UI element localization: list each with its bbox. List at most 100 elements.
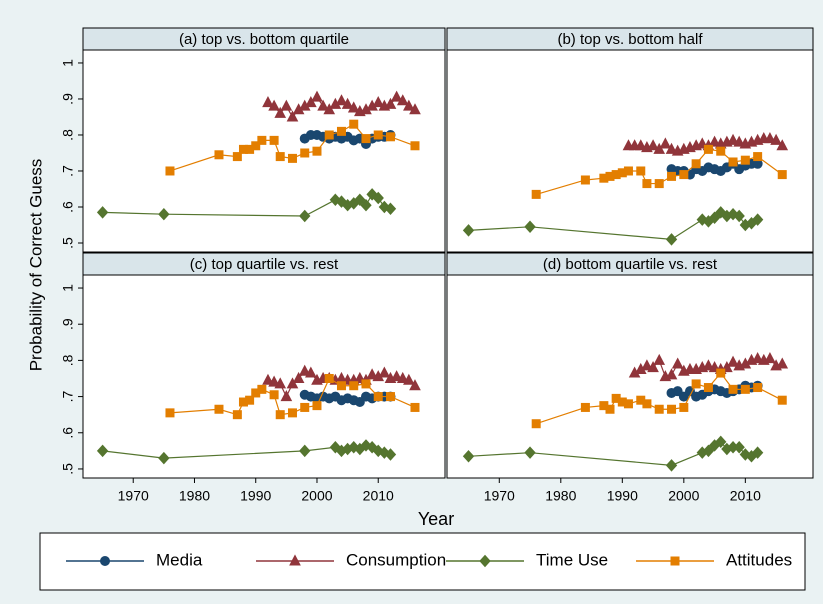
marker: [366, 368, 378, 380]
marker: [396, 94, 409, 106]
marker: [703, 144, 713, 154]
marker: [751, 352, 764, 364]
marker: [96, 206, 109, 219]
marker: [378, 366, 391, 378]
marker: [305, 366, 317, 378]
marker: [385, 132, 395, 142]
marker: [158, 207, 170, 221]
marker: [691, 379, 701, 389]
marker: [349, 381, 359, 391]
marker: [360, 198, 372, 212]
marker: [366, 188, 378, 201]
marker: [373, 130, 383, 140]
marker: [531, 419, 541, 429]
marker: [299, 209, 311, 223]
marker: [665, 233, 678, 246]
marker: [740, 155, 750, 165]
marker: [716, 146, 726, 156]
y-axis-title: Probability of Correct Guess: [26, 159, 45, 372]
marker: [776, 139, 789, 151]
marker: [251, 141, 261, 151]
marker: [776, 357, 789, 369]
y-tick-label: .5: [60, 463, 76, 475]
y-tick-label: .7: [60, 165, 76, 177]
marker: [409, 379, 421, 391]
marker: [641, 359, 653, 371]
marker: [158, 451, 170, 465]
marker: [269, 135, 279, 145]
y-tick-label: .9: [60, 318, 76, 330]
marker: [647, 361, 659, 373]
marker: [275, 152, 285, 162]
marker: [679, 402, 689, 412]
marker: [531, 189, 541, 199]
marker: [300, 148, 310, 158]
marker: [312, 401, 322, 411]
marker: [728, 384, 738, 394]
marker: [289, 554, 301, 566]
marker: [727, 133, 739, 145]
x-tick-label: 2010: [363, 488, 394, 504]
panel-title: (c) top quartile vs. rest: [190, 256, 339, 273]
panel-title: (d) bottom quartile vs. rest: [543, 256, 718, 273]
marker: [396, 371, 409, 383]
marker: [385, 392, 395, 402]
marker: [654, 179, 664, 189]
marker: [647, 139, 659, 151]
marker: [636, 166, 646, 176]
x-tick-label: 1980: [545, 488, 576, 504]
marker: [165, 408, 175, 418]
marker: [335, 195, 348, 208]
marker: [409, 103, 421, 115]
legend-label: Time Use: [536, 550, 608, 569]
marker: [287, 153, 297, 163]
marker: [462, 224, 475, 237]
legend-label: Attitudes: [726, 550, 792, 569]
marker: [670, 556, 680, 566]
marker: [733, 135, 746, 147]
marker: [268, 375, 280, 387]
x-tick-label: 1970: [118, 488, 149, 504]
marker: [777, 170, 787, 180]
marker: [654, 404, 664, 414]
marker: [665, 142, 678, 154]
marker: [96, 444, 109, 458]
marker: [634, 139, 647, 151]
marker: [653, 142, 666, 154]
marker: [354, 193, 366, 207]
marker: [372, 95, 385, 108]
marker: [665, 459, 678, 472]
y-tick-label: .5: [60, 237, 76, 249]
marker: [667, 171, 677, 181]
marker: [671, 357, 684, 369]
y-tick-label: 1: [60, 284, 76, 292]
marker: [410, 402, 420, 412]
marker: [728, 157, 738, 167]
marker: [727, 207, 739, 221]
marker: [360, 439, 372, 452]
marker: [524, 446, 536, 459]
marker: [623, 399, 633, 409]
marker: [770, 133, 782, 145]
marker: [286, 110, 299, 122]
marker: [702, 444, 715, 458]
marker: [751, 446, 764, 459]
marker: [373, 392, 383, 402]
marker: [361, 379, 371, 389]
marker: [716, 368, 726, 378]
marker: [653, 353, 666, 365]
x-tick-label: 1980: [179, 488, 210, 504]
marker: [659, 137, 672, 149]
marker: [764, 132, 776, 144]
marker: [324, 373, 334, 383]
marker: [384, 97, 397, 109]
marker: [691, 159, 701, 169]
marker: [257, 384, 267, 394]
marker: [751, 213, 764, 226]
y-tick-label: .9: [60, 93, 76, 105]
marker: [165, 166, 175, 176]
marker: [384, 202, 397, 216]
x-tick-label: 2000: [668, 488, 699, 504]
marker: [696, 213, 708, 226]
